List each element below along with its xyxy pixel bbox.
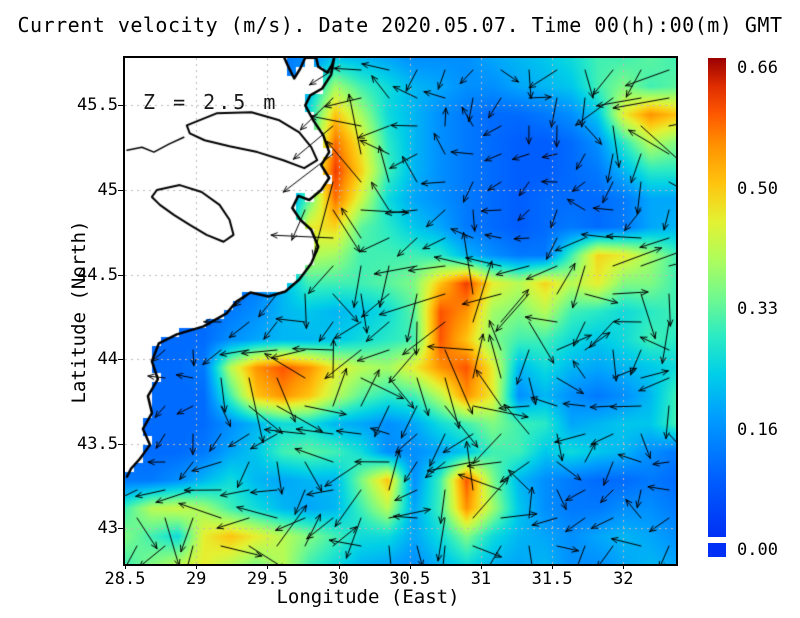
y-tick-mark (118, 359, 123, 361)
x-axis-label: Longitude (East) (276, 586, 460, 608)
figure-title: Current velocity (m/s). Date 2020.05.07.… (17, 13, 783, 37)
plot-frame (123, 56, 678, 566)
y-tick-label: 44.5 (77, 264, 118, 285)
x-tick-mark (338, 564, 340, 569)
x-tick-label: 29 (185, 569, 207, 589)
y-tick-label: 45 (97, 180, 118, 200)
x-tick-mark (623, 564, 625, 569)
colorbar-zero-swatch (708, 543, 726, 557)
y-tick-mark (118, 274, 123, 276)
y-tick-label: 44 (97, 349, 118, 370)
y-tick-label: 45.5 (77, 95, 118, 116)
colorbar-tick-label: 0.33 (737, 299, 778, 319)
colorbar-tick-label: 0.50 (737, 178, 778, 199)
colorbar-gradient (708, 58, 726, 537)
y-tick-label: 43 (97, 518, 118, 539)
x-tick-mark (125, 564, 126, 569)
colorbar-tick-label: 0.66 (737, 58, 778, 78)
x-tick-label: 28.5 (104, 569, 146, 589)
x-tick-label: 31 (470, 569, 492, 589)
x-tick-mark (196, 564, 198, 569)
x-tick-label: 30 (328, 569, 349, 589)
colorbar-tick-label: 0.16 (737, 419, 778, 440)
x-tick-label: 31.5 (531, 569, 573, 589)
x-tick-label: 32 (613, 569, 634, 589)
depth-annotation: Z = 2.5 m (143, 90, 279, 114)
x-tick-mark (480, 564, 482, 569)
x-tick-mark (552, 564, 554, 569)
x-tick-label: 29.5 (246, 569, 288, 589)
y-tick-mark (118, 528, 123, 530)
x-tick-label: 30.5 (389, 569, 431, 589)
y-tick-mark (118, 190, 123, 191)
y-tick-label: 43.5 (77, 433, 118, 454)
y-tick-mark (118, 443, 123, 445)
colorbar-tick-label: 0.00 (737, 540, 778, 560)
x-tick-mark (409, 564, 411, 569)
x-tick-mark (267, 564, 269, 569)
y-axis-label: Latitude (North) (68, 220, 90, 404)
y-tick-mark (118, 105, 123, 107)
velocity-map-canvas (125, 58, 676, 564)
